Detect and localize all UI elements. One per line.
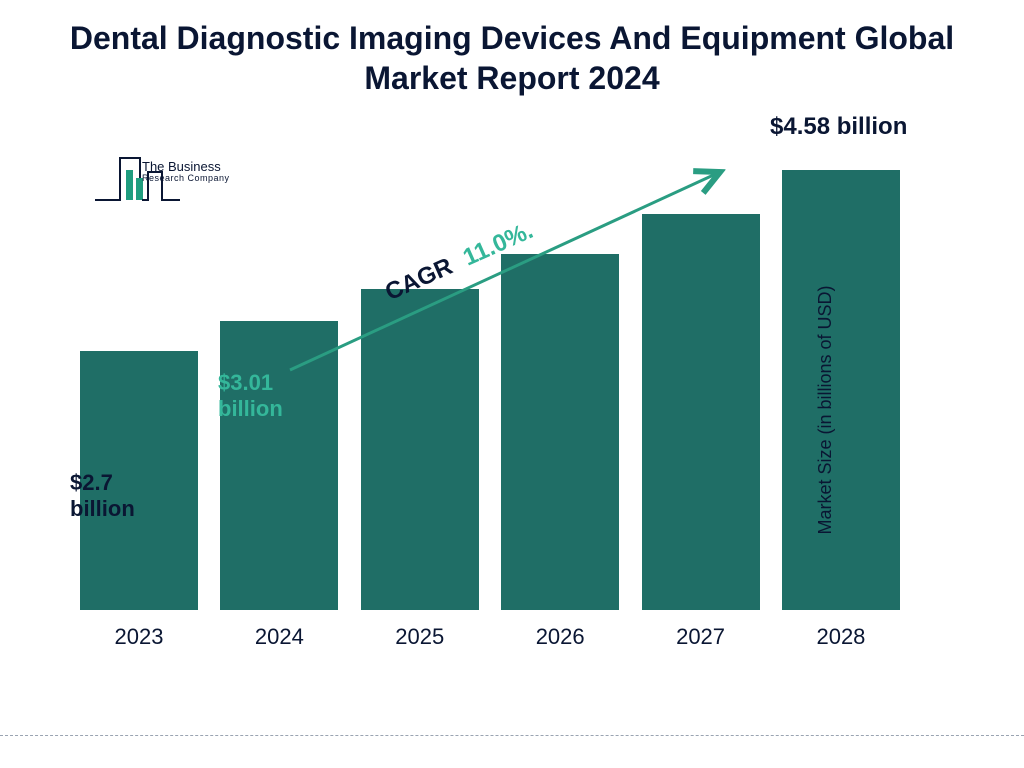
bar-chart: 2023 2024 2025 2026 2027 2028 Market Size (in… xyxy=(70,130,940,690)
value-label-2024: $3.01 billion xyxy=(218,370,283,423)
bar-slot xyxy=(361,289,479,610)
x-tick-label: 2028 xyxy=(782,624,900,650)
x-tick-label: 2024 xyxy=(220,624,338,650)
x-tick-label: 2027 xyxy=(642,624,760,650)
x-axis-labels: 2023 2024 2025 2026 2027 2028 xyxy=(70,624,910,650)
value-label-2028: $4.58 billion xyxy=(770,113,907,142)
bar-slot xyxy=(782,170,900,610)
x-tick-label: 2026 xyxy=(501,624,619,650)
x-tick-label: 2025 xyxy=(361,624,479,650)
value-label-2024-unit: billion xyxy=(218,396,283,421)
value-label-2023-amount: $2.7 xyxy=(70,470,113,495)
value-label-2023: $2.7 billion xyxy=(70,470,135,523)
bar xyxy=(642,214,760,610)
value-label-2024-amount: $3.01 xyxy=(218,370,273,395)
bottom-divider xyxy=(0,735,1024,736)
bar xyxy=(501,254,619,610)
bar xyxy=(220,321,338,610)
bar xyxy=(361,289,479,610)
bars-container xyxy=(70,130,910,610)
bar-slot xyxy=(642,214,760,610)
bar-slot xyxy=(501,254,619,610)
y-axis-label: Market Size (in billions of USD) xyxy=(815,285,836,534)
bar-slot xyxy=(220,321,338,610)
plot-area: 2023 2024 2025 2026 2027 2028 xyxy=(70,130,910,650)
chart-title: Dental Diagnostic Imaging Devices And Eq… xyxy=(0,0,1024,98)
bar xyxy=(782,170,900,610)
x-tick-label: 2023 xyxy=(80,624,198,650)
value-label-2023-unit: billion xyxy=(70,496,135,521)
